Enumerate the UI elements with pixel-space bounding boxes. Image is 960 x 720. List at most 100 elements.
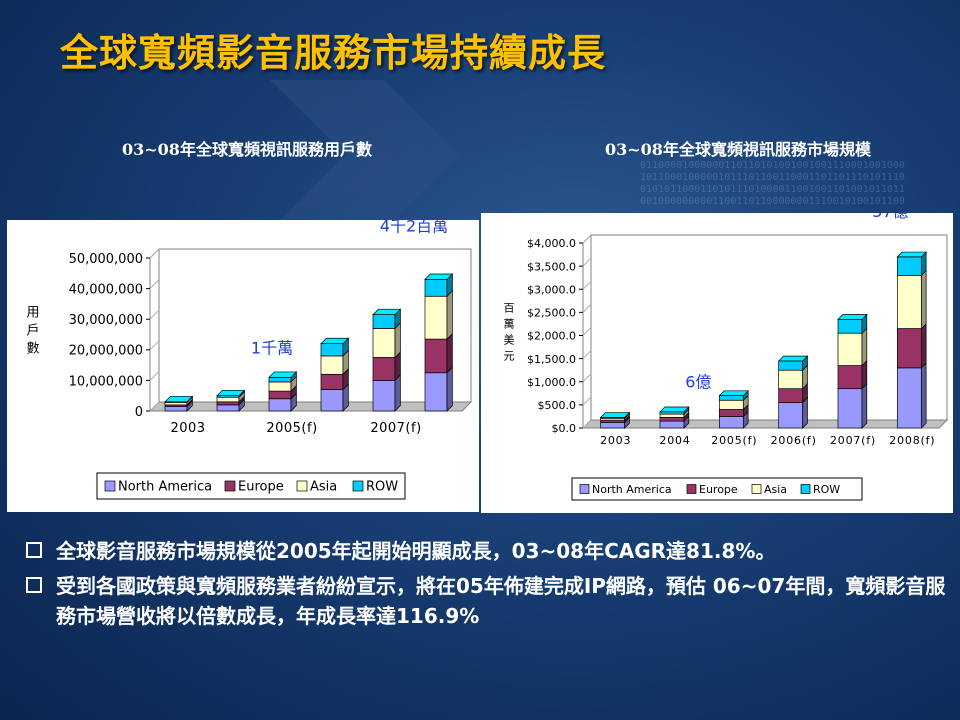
- bar-segment: [268, 398, 292, 412]
- bar-segment: [372, 380, 396, 412]
- plot-back-wall: [590, 234, 948, 421]
- gridline-depth: [149, 309, 160, 320]
- bar-segment: [424, 338, 448, 374]
- bar-segment-side: [446, 366, 453, 412]
- bar-top-face: [320, 337, 350, 345]
- bar-segment: [718, 416, 744, 429]
- bar-segment: [778, 402, 804, 429]
- gridline-depth: [582, 304, 592, 313]
- bar-segment: [896, 256, 922, 276]
- bar-segment-side: [446, 290, 453, 340]
- bar-top-face: [777, 355, 809, 362]
- gridline-depth: [582, 373, 592, 383]
- bar-top-face: [372, 308, 402, 315]
- chart-panel-market-size: $4,000.0 $3,500.0 $3,000.0 $2,500.0 $2,000.0…: [481, 202, 953, 513]
- bar-segment: [659, 417, 685, 422]
- bar-segment: [320, 373, 344, 390]
- bar-top-face: [896, 251, 927, 258]
- y-tick-label: 50,000,000: [69, 252, 143, 267]
- legend-swatch: [224, 480, 236, 492]
- x-tick-label: 2007(f): [830, 434, 876, 447]
- y-tick-label: 0: [135, 405, 143, 420]
- bar-segment: [320, 389, 344, 412]
- bar-top-face: [216, 389, 246, 397]
- y-tick-label: 20,000,000: [69, 344, 143, 359]
- bar-segment: [837, 332, 863, 366]
- bar-segment: [718, 395, 744, 401]
- bar-top-face: [424, 273, 454, 280]
- y-axis-label-char: 百: [504, 302, 515, 315]
- plot-back-wall: [158, 248, 472, 403]
- bar-segment-side: [394, 322, 401, 359]
- gridline-depth: [582, 327, 592, 336]
- legend-swatch: [104, 480, 116, 492]
- x-tick-label: 2006(f): [771, 434, 817, 447]
- legend-swatch: [579, 484, 590, 494]
- bar-segment-side: [446, 332, 453, 374]
- y-axis-label-char: 元: [504, 350, 515, 363]
- bar-segment: [268, 381, 292, 392]
- y-tick-label: $2,500.0: [527, 307, 576, 320]
- bar-segment: [659, 420, 685, 429]
- bar-segment-side: [920, 269, 927, 330]
- legend-label: Europe: [699, 483, 738, 496]
- chart-annotation: 6億: [685, 373, 711, 392]
- legend-swatch: [800, 484, 811, 494]
- bar-top-face: [659, 406, 690, 413]
- gridline-depth: [149, 248, 160, 259]
- legend-label: ROW: [366, 480, 398, 495]
- gridline-depth: [582, 280, 592, 290]
- x-tick-label: 2004: [659, 434, 690, 447]
- gridline-depth: [582, 234, 592, 244]
- bar-segment: [778, 388, 804, 403]
- chart-market-size: $4,000.0 $3,500.0 $3,000.0 $2,500.0 $2,000.0…: [504, 202, 949, 501]
- chart-annotation: 1千萬: [251, 338, 293, 357]
- bar-segment: [372, 357, 396, 381]
- bar-segment: [896, 367, 922, 429]
- bar-segment-side: [394, 374, 401, 412]
- background-digits-line: 1011000100000101110110011000110110111010…: [640, 172, 905, 183]
- gridline-depth: [582, 396, 592, 406]
- chart-panel-subscribers: 50,000,000 40,000,000 30,000,000 20,000,000…: [7, 216, 479, 512]
- bar-segment: [778, 369, 804, 390]
- background-digits-line: 0110000100000011011010100100100111000100…: [640, 160, 905, 171]
- bar-segment: [216, 404, 240, 412]
- bar-segment: [896, 275, 922, 329]
- bar-top-face: [164, 396, 194, 403]
- chart-title-market-size: 03~08年全球寬頻視訊服務市場規模: [605, 140, 871, 159]
- background-digits: 0110000100000011011010100100100111000100…: [640, 160, 960, 220]
- bar-segment: [216, 396, 240, 403]
- legend-label: Asia: [764, 483, 787, 496]
- bar-segment: [837, 365, 863, 390]
- bar-segment: [837, 318, 863, 334]
- legend-swatch: [751, 484, 762, 494]
- gridline-depth: [149, 401, 160, 412]
- gridline-depth: [582, 350, 592, 359]
- y-axis-label-char: 數: [26, 342, 39, 357]
- x-tick-label: 2005(f): [711, 434, 757, 447]
- x-tick-label: 2005(f): [266, 421, 317, 436]
- background-digits-line: 0010000000001100110110000000111001010010…: [640, 196, 905, 207]
- y-tick-label: $1,500.0: [527, 353, 576, 366]
- y-tick-label: 40,000,000: [69, 283, 143, 298]
- bar-top-face: [268, 371, 298, 378]
- x-tick-label: 2007(f): [370, 421, 421, 436]
- bar-segment: [268, 390, 292, 400]
- checkbox-bullet-icon: [26, 542, 42, 558]
- y-tick-label: $500.0: [538, 399, 577, 412]
- bullet-list: 全球影音服務市場規模從2005年起開始明顯成長，03~08年CAGR達81.8%…: [22, 536, 952, 636]
- legend-swatch: [296, 480, 308, 492]
- y-tick-label: $1,000.0: [527, 376, 576, 389]
- gridline-depth: [582, 257, 592, 267]
- bar-segment: [896, 328, 922, 369]
- legend-label: Europe: [238, 480, 284, 495]
- bar-segment-side: [920, 322, 927, 369]
- bar-segment-side: [920, 362, 927, 429]
- y-tick-label: $3,000.0: [527, 283, 576, 296]
- bullet-item: 全球影音服務市場規模從2005年起開始明顯成長，03~08年CAGR達81.8%…: [22, 536, 952, 566]
- bar-segment: [372, 328, 396, 358]
- bullet-text: 受到各國政策與寬頻服務業者紛紛宣示，將在05年佈建完成IP網路，預估 06~07…: [56, 574, 946, 628]
- x-tick-label: 2003: [170, 421, 205, 436]
- plot-floor: [581, 419, 949, 429]
- bar-top-face: [837, 314, 868, 320]
